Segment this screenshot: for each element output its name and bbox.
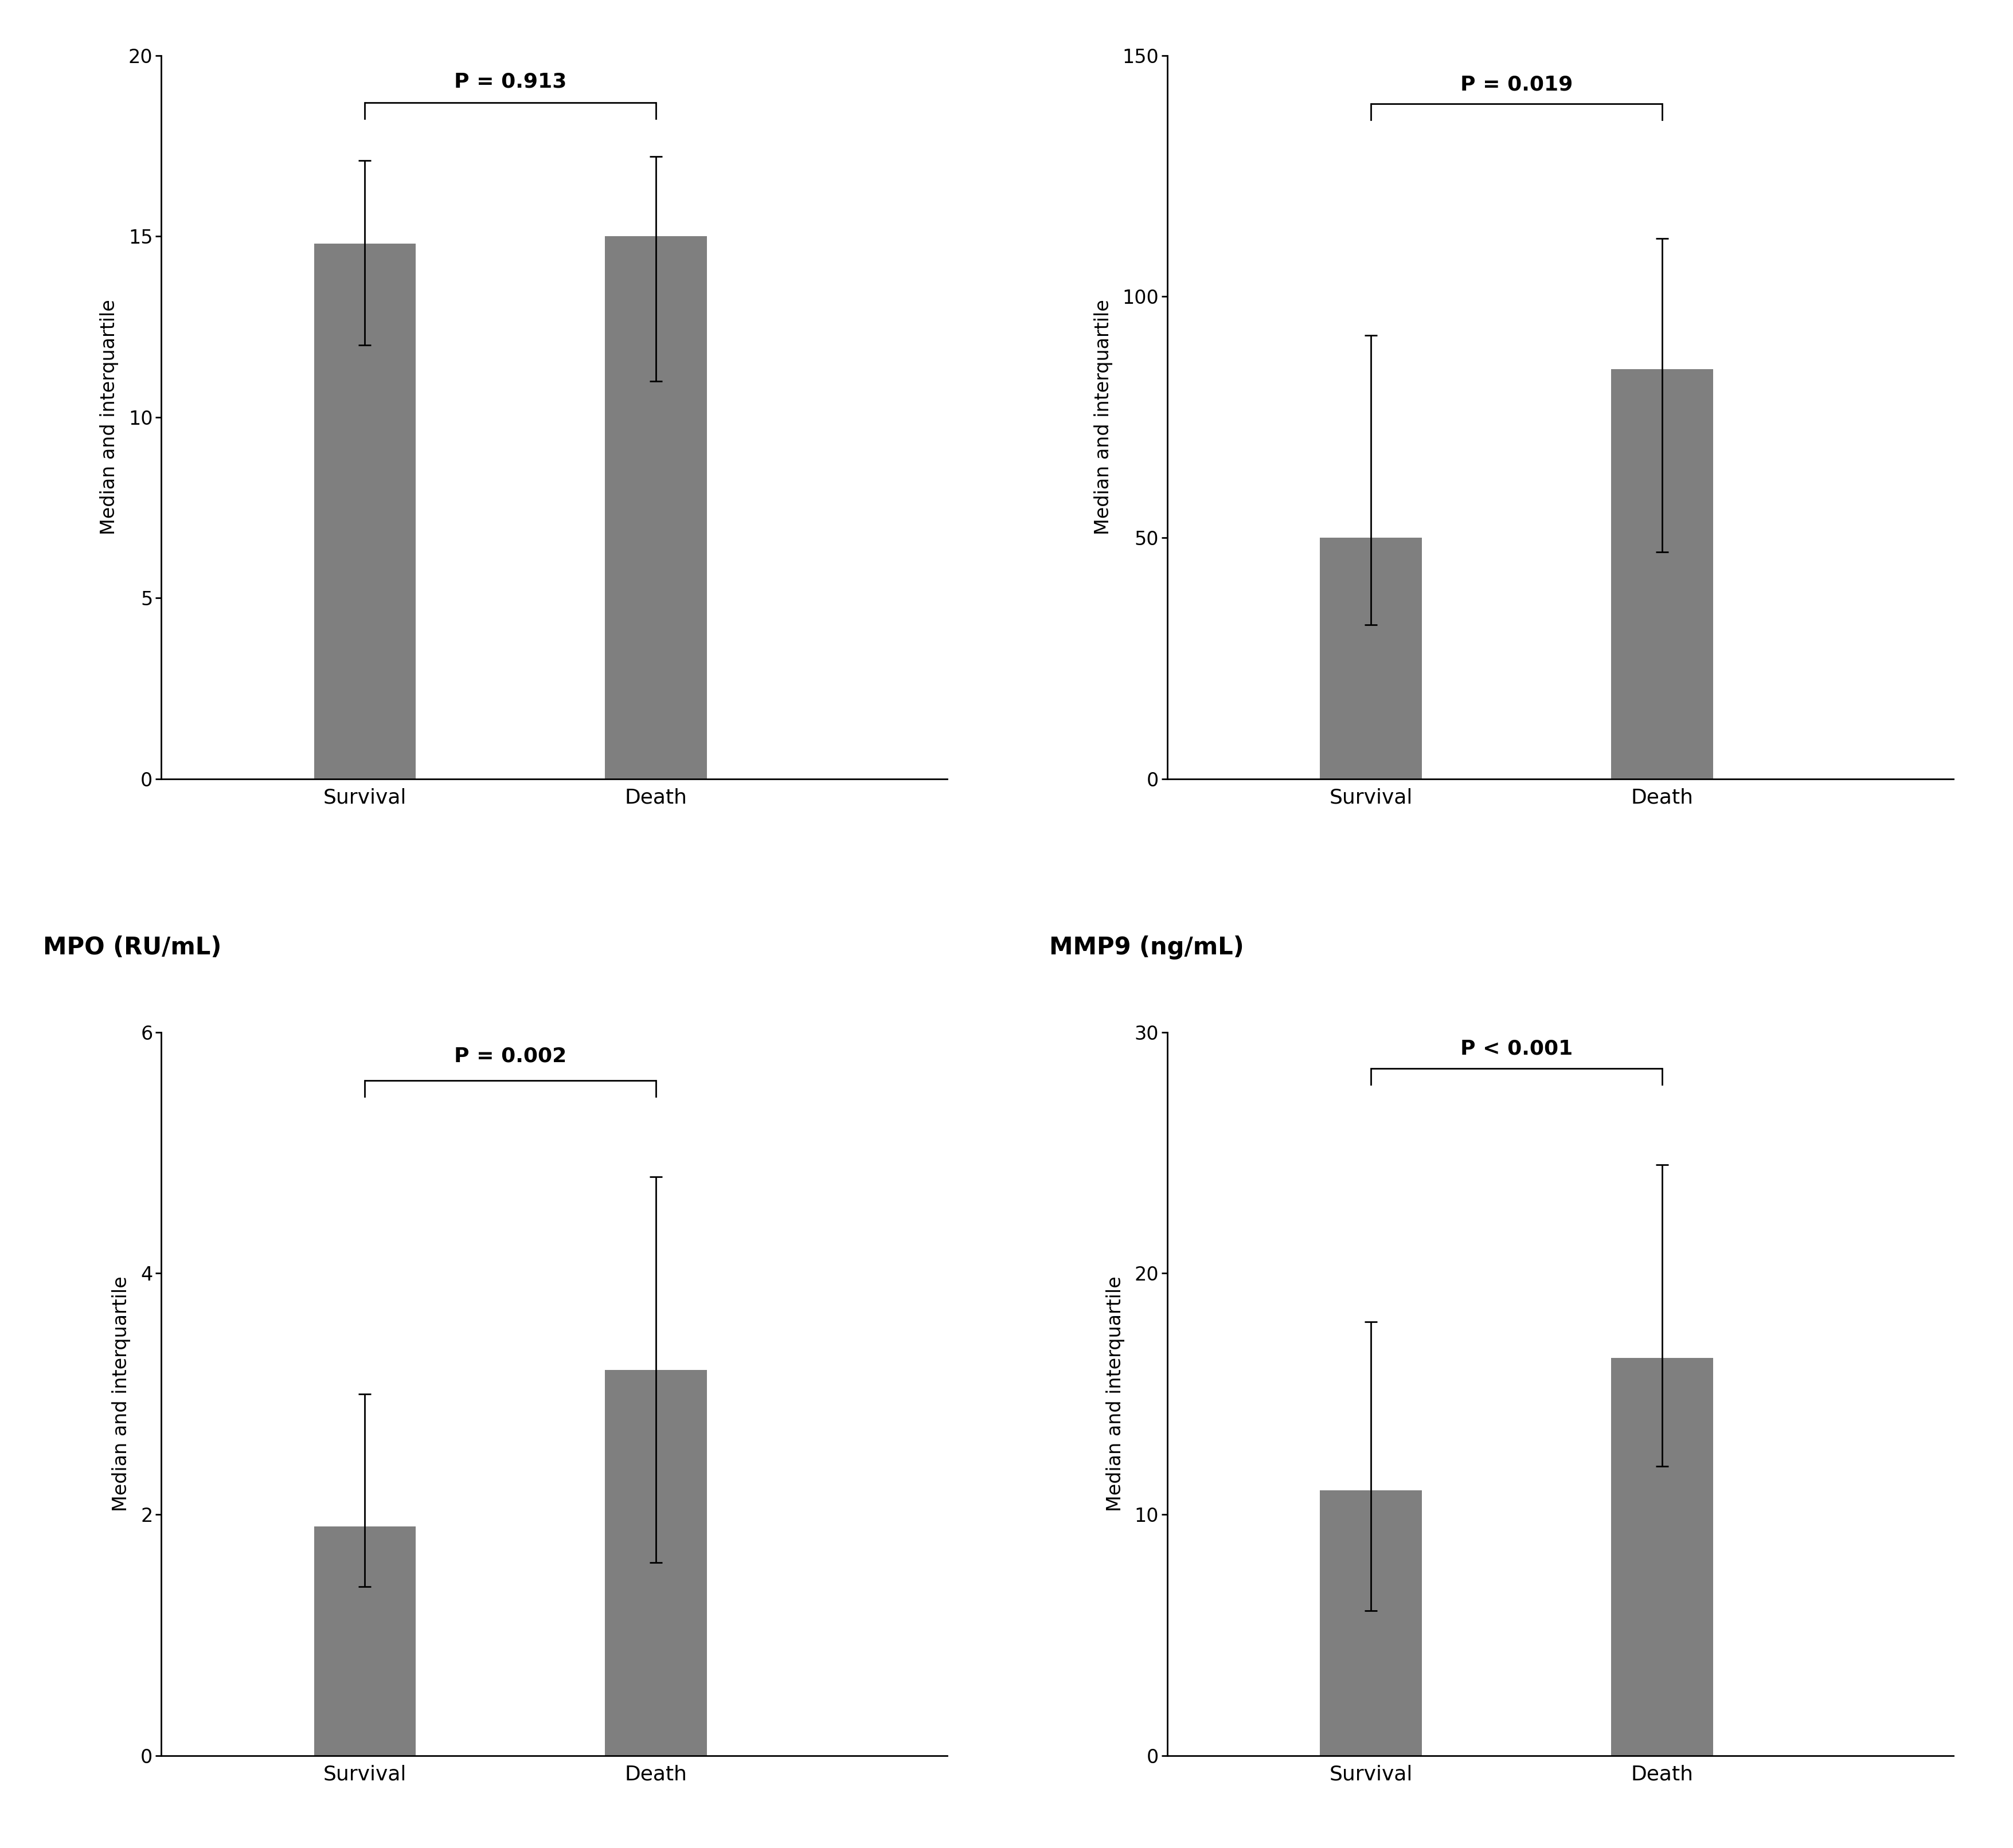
Y-axis label: Median and interquartile: Median and interquartile bbox=[1105, 1277, 1125, 1512]
Bar bbox=[1610, 1358, 1713, 1756]
Text: P = 0.002: P = 0.002 bbox=[455, 1046, 566, 1066]
Text: P = 0.019: P = 0.019 bbox=[1459, 74, 1572, 94]
Bar bbox=[604, 237, 707, 778]
Y-axis label: Median and interquartile: Median and interquartile bbox=[113, 1277, 131, 1512]
Bar bbox=[1321, 538, 1421, 778]
Y-axis label: Median and interquartile: Median and interquartile bbox=[1093, 299, 1113, 534]
Text: MMP9 (ng/mL): MMP9 (ng/mL) bbox=[1049, 935, 1244, 959]
Bar bbox=[1321, 1489, 1421, 1756]
Y-axis label: Median and interquartile: Median and interquartile bbox=[101, 299, 119, 534]
Text: MPO (RU/mL): MPO (RU/mL) bbox=[42, 935, 221, 959]
Bar bbox=[314, 1526, 417, 1756]
Text: P = 0.913: P = 0.913 bbox=[455, 72, 566, 92]
Text: P < 0.001: P < 0.001 bbox=[1459, 1039, 1572, 1059]
Bar bbox=[604, 1369, 707, 1756]
Bar bbox=[314, 244, 417, 778]
Bar bbox=[1610, 370, 1713, 778]
